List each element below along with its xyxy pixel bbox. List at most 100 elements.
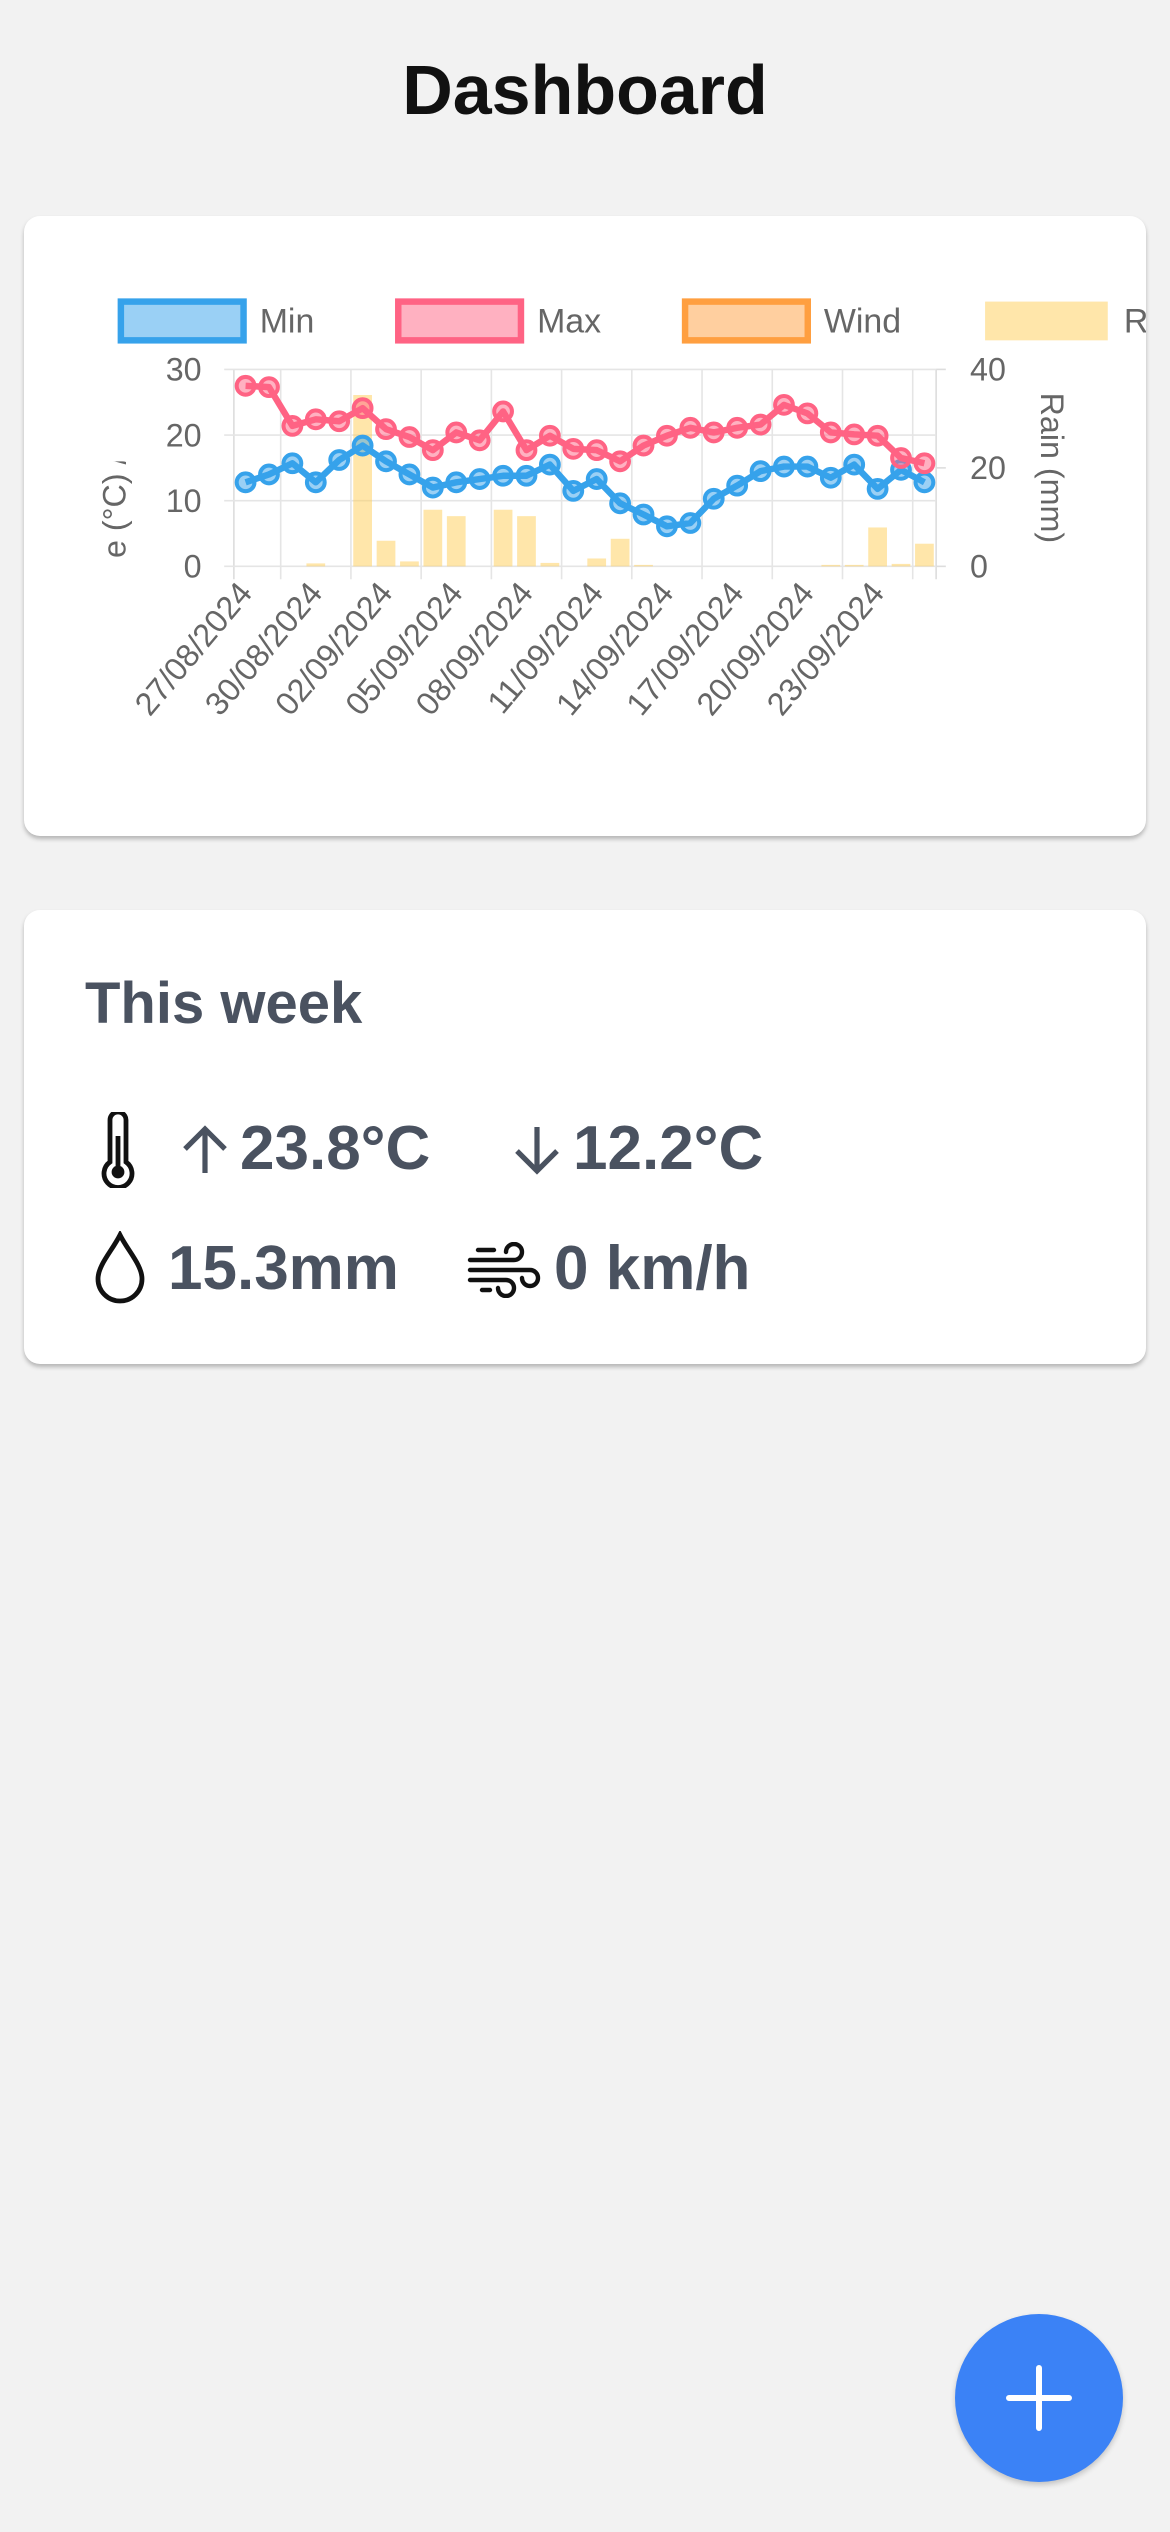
point xyxy=(258,463,280,486)
point xyxy=(702,421,725,444)
summary-card: This week 23.8°C 12.2°C 15.3mm 0 km/h xyxy=(24,910,1146,1364)
thermometer-icon xyxy=(101,1112,135,1188)
point xyxy=(726,416,749,439)
point xyxy=(515,464,538,487)
bar xyxy=(634,564,653,567)
y2-tick-label: 0 xyxy=(970,549,988,585)
point xyxy=(773,455,795,478)
point xyxy=(585,439,608,462)
y-axis-title: Temperature (°C) / Wind (km/h) xyxy=(97,273,133,722)
point xyxy=(913,452,936,475)
bar xyxy=(376,540,396,567)
point xyxy=(843,453,866,476)
legend-label: Wind xyxy=(824,302,901,340)
point xyxy=(281,414,304,437)
y2-axis-title: Rain (mm) xyxy=(1034,393,1070,544)
point xyxy=(492,464,514,487)
rain-total: 15.3mm xyxy=(168,1234,399,1303)
point xyxy=(304,471,327,494)
bar xyxy=(446,516,466,567)
chart-card: 0 10 20 30 0 20 40 27/08/2024 30/08/2024 02/09/20… xyxy=(24,216,1146,836)
point xyxy=(679,416,702,439)
point xyxy=(562,437,585,460)
legend-swatch xyxy=(395,298,525,344)
point xyxy=(468,468,491,490)
point xyxy=(538,453,561,476)
point xyxy=(445,471,468,494)
y-tick-label: 30 xyxy=(166,352,202,388)
point xyxy=(656,515,678,538)
point xyxy=(843,423,866,446)
y2-tick-label: 20 xyxy=(970,450,1006,486)
point xyxy=(538,424,561,447)
legend-swatch xyxy=(985,301,1108,341)
bar xyxy=(517,516,536,567)
point xyxy=(398,463,421,486)
point xyxy=(234,471,257,494)
legend-label: Max xyxy=(537,302,601,340)
point xyxy=(632,434,655,457)
plus-icon xyxy=(1006,2365,1072,2431)
point xyxy=(351,397,374,420)
point xyxy=(304,408,327,431)
point xyxy=(281,452,304,475)
point xyxy=(585,468,608,490)
legend-label: Min xyxy=(260,302,315,340)
point xyxy=(492,400,514,423)
point xyxy=(258,376,280,399)
y2-tick-label: 40 xyxy=(970,352,1006,388)
bar xyxy=(610,538,630,567)
point xyxy=(562,479,585,502)
point xyxy=(328,410,351,433)
bar xyxy=(493,509,513,567)
point xyxy=(796,455,819,478)
chart: 01020300204027/08/202430/08/202402/09/20… xyxy=(97,273,1146,722)
bar xyxy=(821,564,841,567)
arrow-down-icon xyxy=(515,1127,559,1175)
bar xyxy=(868,527,887,567)
point xyxy=(375,418,397,441)
bar xyxy=(400,561,419,567)
point xyxy=(515,439,538,462)
point xyxy=(702,487,725,510)
point xyxy=(773,393,795,416)
add-button[interactable] xyxy=(955,2314,1123,2482)
bar xyxy=(540,562,560,567)
point xyxy=(421,476,444,499)
point xyxy=(656,424,678,447)
point xyxy=(468,429,491,452)
point xyxy=(749,413,772,436)
bar xyxy=(844,564,864,567)
point xyxy=(421,439,444,462)
point xyxy=(819,421,842,444)
legend-label: Rain xyxy=(1124,302,1146,340)
bar xyxy=(587,558,607,567)
point xyxy=(234,374,257,397)
arrow-up-icon xyxy=(183,1125,227,1173)
point xyxy=(375,450,397,473)
point xyxy=(890,447,912,469)
summary-title: This week xyxy=(85,971,363,1036)
point xyxy=(796,402,819,425)
y-tick-label: 10 xyxy=(166,483,202,519)
max-temp: 23.8°C xyxy=(240,1114,431,1183)
bar xyxy=(423,509,443,567)
point xyxy=(819,466,842,489)
point xyxy=(328,449,351,471)
point xyxy=(866,477,889,500)
drop-icon xyxy=(95,1231,145,1304)
point xyxy=(913,471,936,494)
min-temp: 12.2°C xyxy=(573,1114,764,1183)
bar xyxy=(353,395,372,567)
y-tick-label: 20 xyxy=(166,417,202,453)
y-tick-label: 0 xyxy=(184,549,202,585)
bar xyxy=(915,543,934,567)
point xyxy=(726,474,749,497)
point xyxy=(632,503,655,526)
point xyxy=(609,450,632,473)
wind-avg: 0 km/h xyxy=(554,1234,751,1303)
point xyxy=(866,424,889,447)
legend-swatch xyxy=(117,298,247,344)
wind-icon xyxy=(467,1242,541,1298)
